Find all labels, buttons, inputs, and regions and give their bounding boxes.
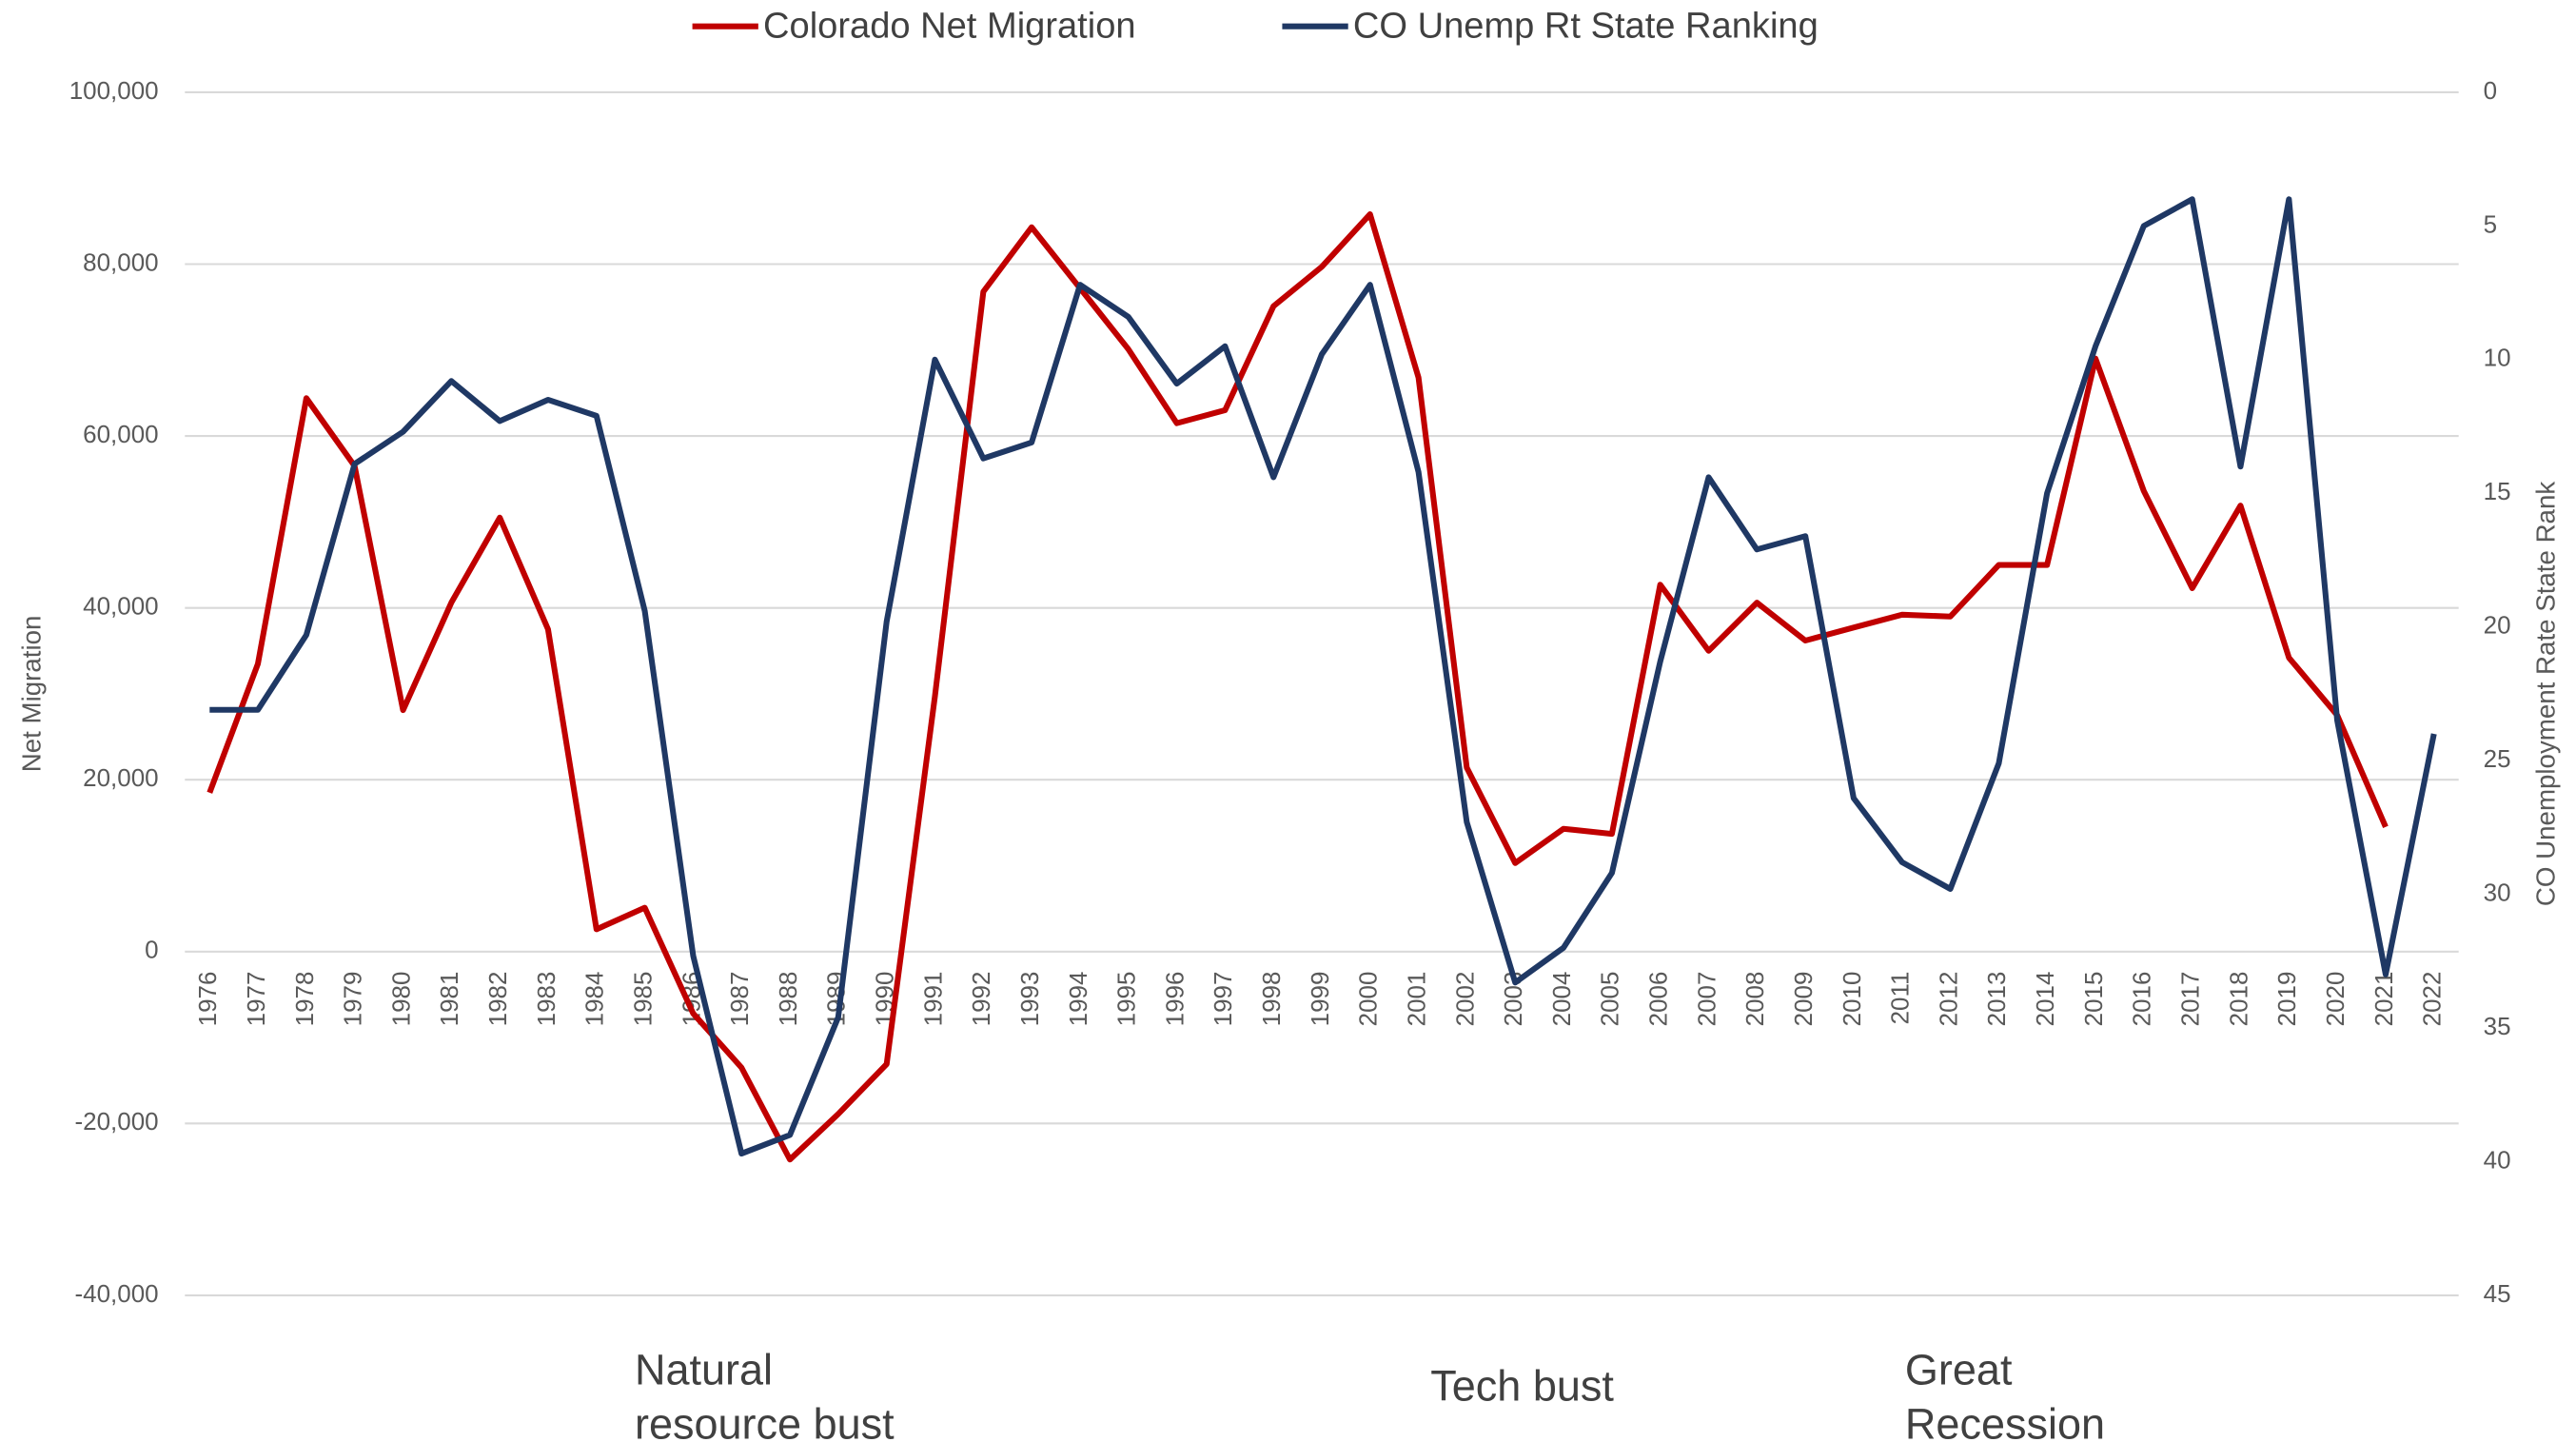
y-tick-label: 40,000	[83, 592, 158, 621]
x-tick-label: 1997	[1209, 972, 1237, 1027]
x-tick-label: 2004	[1547, 972, 1576, 1027]
annotation: Recession	[1905, 1400, 2105, 1442]
x-tick-label: 1976	[193, 972, 222, 1027]
x-tick-label: 2012	[1934, 972, 1962, 1027]
series-line	[209, 196, 2437, 1157]
x-tick-label: 1987	[725, 972, 754, 1027]
y2-tick-label: 35	[2484, 1012, 2511, 1040]
x-tick-label: 2011	[1886, 972, 1915, 1025]
x-tick-label: 2020	[2321, 972, 2350, 1027]
series-line	[206, 211, 2389, 1163]
y2-tick-label: 30	[2484, 878, 2511, 906]
x-tick-label: 2019	[2272, 972, 2301, 1027]
x-tick-label: 1983	[532, 972, 560, 1027]
annotation: Great	[1905, 1345, 2013, 1393]
x-tick-label: 1996	[1160, 972, 1189, 1027]
x-tick-label: 1981	[435, 972, 463, 1027]
y-tick-label: 60,000	[83, 420, 158, 448]
x-tick-label: 1978	[290, 972, 319, 1027]
x-tick-label: 1984	[580, 972, 609, 1027]
x-tick-label: 1985	[628, 972, 657, 1027]
x-tick-label: 2010	[1838, 972, 1866, 1027]
x-tick-label: 1999	[1306, 972, 1334, 1027]
x-tick-label: 1979	[339, 972, 367, 1027]
y2-tick-label: 20	[2484, 611, 2511, 640]
x-tick-label: 1982	[483, 972, 512, 1027]
y2-axis-title: CO Unemployment Rate State Rank	[2530, 482, 2560, 906]
x-tick-label: 2021	[2370, 972, 2398, 1027]
x-tick-label: 2005	[1596, 972, 1624, 1027]
y2-tick-label: 25	[2484, 744, 2511, 773]
x-tick-label: 2014	[2031, 972, 2059, 1027]
x-tick-label: 2002	[1450, 972, 1479, 1027]
x-tick-label: 2015	[2079, 972, 2108, 1027]
x-tick-label: 2007	[1692, 972, 1721, 1027]
y-tick-label: -20,000	[75, 1107, 159, 1136]
y-tick-label: 0	[145, 936, 158, 964]
x-tick-label: 1994	[1064, 972, 1092, 1027]
x-tick-label: 2009	[1789, 972, 1818, 1027]
x-tick-label: 2017	[2175, 972, 2204, 1027]
annotation: Tech bust	[1430, 1362, 1614, 1411]
x-tick-label: 2018	[2224, 972, 2252, 1027]
y-tick-label: 80,000	[83, 247, 158, 276]
x-tick-label: 1995	[1112, 972, 1141, 1027]
x-tick-label: 2016	[2128, 972, 2156, 1027]
y2-tick-label: 45	[2484, 1279, 2511, 1308]
y-tick-label: 100,000	[69, 76, 159, 105]
y2-tick-label: 15	[2484, 477, 2511, 505]
x-tick-label: 1988	[774, 972, 802, 1027]
y2-tick-label: 10	[2484, 344, 2511, 372]
x-tick-label: 1992	[967, 972, 995, 1027]
x-tick-label: 2008	[1740, 972, 1769, 1027]
x-tick-label: 1977	[242, 972, 270, 1027]
y-axis-title: Net Migration	[16, 616, 46, 773]
x-tick-label: 1993	[1015, 972, 1044, 1027]
x-tick-label: 1998	[1257, 972, 1286, 1027]
legend-label: CO Unemp Rt State Ranking	[1353, 6, 1819, 46]
x-tick-label: 2022	[2418, 972, 2447, 1027]
x-tick-label: 1991	[918, 972, 947, 1027]
x-tick-label: 2001	[1402, 972, 1430, 1027]
x-tick-label: 1980	[386, 972, 415, 1027]
y2-tick-label: 0	[2484, 76, 2497, 105]
legend-label: Colorado Net Migration	[763, 6, 1136, 46]
y-tick-label: -40,000	[75, 1279, 159, 1308]
y-tick-label: 20,000	[83, 763, 158, 792]
x-tick-label: 2013	[1982, 972, 2011, 1027]
annotation: resource bust	[635, 1400, 895, 1442]
y2-tick-label: 40	[2484, 1145, 2511, 1174]
annotation: Natural	[635, 1345, 773, 1393]
x-tick-label: 2006	[1644, 972, 1673, 1027]
y2-tick-label: 5	[2484, 209, 2497, 238]
x-tick-label: 2000	[1354, 972, 1383, 1027]
